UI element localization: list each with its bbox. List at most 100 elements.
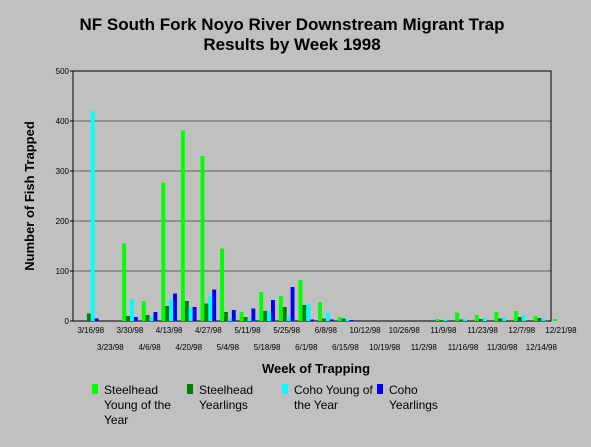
bar: [435, 319, 440, 321]
bar: [259, 292, 264, 321]
bar: [282, 307, 287, 321]
legend-label: Steelhead Yearlings: [199, 383, 253, 412]
bar: [478, 319, 483, 321]
bar: [90, 111, 95, 321]
x-tick-label: 4/27/98: [195, 326, 222, 335]
x-axis-title: Week of Trapping: [262, 361, 370, 376]
bar: [141, 301, 146, 321]
bar: [251, 308, 256, 321]
bar: [212, 289, 217, 321]
legend-swatch: [282, 384, 288, 394]
bar: [94, 318, 99, 321]
bar: [204, 303, 209, 321]
x-tick-label: 11/9/98: [430, 326, 457, 335]
x-axis-ticks: 3/16/98 3/23/98 3/30/98 4/6/98 4/13/98 4/20/9…: [77, 326, 577, 352]
y-tick-label: 0: [65, 317, 70, 326]
legend-swatch: [187, 384, 193, 394]
bar: [122, 243, 127, 321]
bar: [243, 317, 248, 321]
bar: [153, 312, 158, 321]
bar: [267, 312, 272, 321]
x-tick-label: 11/16/98: [448, 343, 479, 352]
x-tick-label: 5/4/98: [217, 343, 240, 352]
x-tick-label: 5/11/98: [234, 326, 261, 335]
bar: [263, 311, 268, 321]
bar: [286, 317, 291, 321]
bar: [482, 318, 487, 321]
bar: [192, 307, 197, 321]
x-tick-label: 4/13/98: [156, 326, 183, 335]
x-tick-label: 3/23/98: [97, 343, 124, 352]
bar: [474, 315, 479, 321]
bar: [517, 317, 522, 321]
bar: [302, 305, 307, 321]
bar: [224, 312, 228, 321]
x-tick-label: 12/7/98: [508, 326, 535, 335]
y-axis-ticks: 0 100 200 300 400 500: [56, 67, 73, 326]
x-tick-label: 6/15/98: [332, 343, 359, 352]
legend-swatch: [92, 384, 98, 394]
bar: [169, 299, 174, 321]
bar: [145, 315, 150, 321]
bar: [541, 318, 546, 321]
bar: [126, 316, 130, 321]
bar: [165, 306, 170, 321]
bar: [321, 318, 326, 321]
bar: [231, 310, 236, 321]
bar: [498, 318, 503, 321]
bar: [180, 130, 185, 321]
bar: [553, 319, 558, 321]
legend-swatch: [377, 384, 383, 394]
bar: [278, 296, 283, 321]
plot-area: [72, 70, 552, 322]
bar: [443, 319, 448, 321]
y-tick-label: 400: [56, 117, 70, 126]
bar: [502, 317, 507, 321]
grid: [73, 120, 551, 272]
bar: [533, 316, 538, 321]
bar: [325, 312, 330, 321]
legend-label: Coho Young of the Year: [294, 383, 373, 412]
bar: [439, 320, 444, 321]
bar: [133, 317, 138, 321]
legend-label: Coho Yearlings: [389, 383, 438, 412]
y-tick-label: 500: [56, 67, 70, 76]
x-tick-label: 5/18/98: [254, 343, 281, 352]
bar: [513, 311, 518, 321]
chart-title: NF South Fork Noyo River Downstream Migr…: [79, 15, 504, 34]
bar: [459, 319, 464, 321]
x-tick-label: 4/20/98: [175, 343, 202, 352]
bar: [86, 313, 91, 321]
bar: [298, 280, 303, 321]
x-tick-label: 6/1/98: [295, 343, 318, 352]
bar: [239, 312, 244, 321]
x-tick-label: 10/26/98: [389, 326, 421, 335]
x-tick-label: 3/30/98: [117, 326, 144, 335]
x-tick-label: 10/19/98: [369, 343, 401, 352]
bar: [345, 319, 350, 321]
bar: [494, 312, 499, 321]
bar: [208, 296, 213, 321]
x-tick-label: 11/30/98: [487, 343, 518, 352]
x-tick-label: 4/6/98: [138, 343, 161, 352]
bar: [521, 315, 526, 321]
legend: Steelhead Young of the Year Steelhead Yearli…: [92, 383, 438, 427]
y-tick-label: 300: [56, 167, 70, 176]
bar: [227, 318, 232, 321]
y-tick-label: 200: [56, 217, 70, 226]
bar: [310, 319, 315, 321]
x-tick-label: 11/2/98: [411, 343, 438, 352]
bar: [290, 287, 295, 321]
bar: [220, 248, 225, 321]
bar: [149, 317, 154, 321]
bar: [173, 293, 177, 321]
x-tick-label: 12/21/98: [545, 326, 577, 335]
bar: [337, 317, 342, 321]
bar: [349, 320, 354, 321]
bar: [129, 299, 134, 321]
bar: [318, 302, 322, 321]
bar: [537, 318, 542, 321]
bar: [329, 319, 334, 321]
bar: [184, 301, 189, 321]
